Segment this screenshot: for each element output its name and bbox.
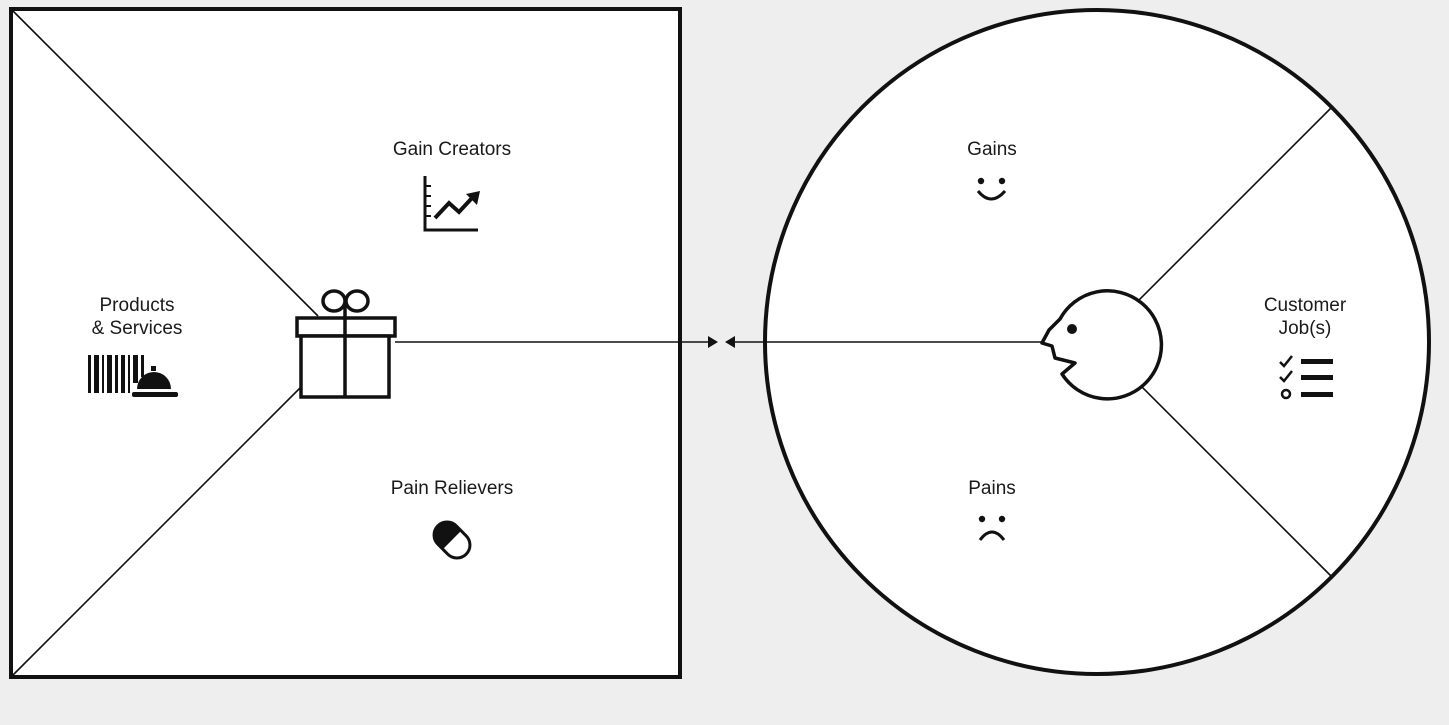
connector-arrowhead-right (708, 336, 718, 348)
connector-arrowhead-left (725, 336, 735, 348)
customer-divider-bottom (1136, 381, 1332, 577)
pains-label: Pains (968, 478, 1016, 499)
growth-chart-icon (423, 176, 480, 232)
value-map: Gain Creators Products & Services (9, 7, 735, 679)
cloche-icon (132, 366, 178, 397)
frown-icon (978, 515, 1006, 541)
pill-icon (432, 520, 472, 560)
gift-icon (295, 289, 397, 399)
face-profile-icon (1040, 289, 1164, 401)
customer-jobs-label-line2: Job(s) (1279, 318, 1332, 339)
gain-creators-label: Gain Creators (393, 139, 511, 160)
value-map-divider-bottom (12, 385, 303, 676)
customer-profile: Gains Pains Customer Job(s) (735, 8, 1431, 676)
customer-jobs-label-line1: Customer (1264, 295, 1347, 316)
barcode-icon (88, 355, 144, 393)
gains-label: Gains (967, 139, 1017, 160)
pain-relievers-label: Pain Relievers (391, 478, 514, 499)
smiley-icon (976, 177, 1007, 201)
customer-divider-top (1136, 107, 1332, 303)
products-services-label-line2: & Services (92, 318, 183, 339)
checklist-icon (1279, 355, 1333, 400)
products-services-label-line1: Products (100, 295, 175, 316)
value-map-divider-top (12, 10, 319, 317)
fit-connector (395, 336, 735, 348)
